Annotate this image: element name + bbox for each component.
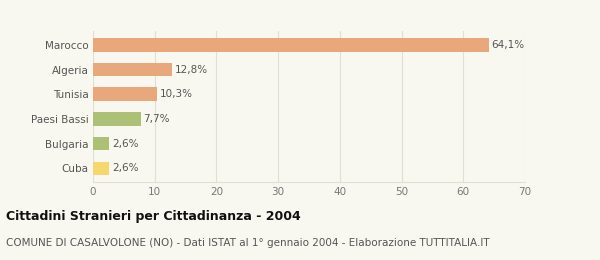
Bar xyxy=(93,112,140,126)
Bar xyxy=(93,87,157,101)
Text: 7,7%: 7,7% xyxy=(143,114,170,124)
Text: 2,6%: 2,6% xyxy=(112,139,139,149)
Text: 64,1%: 64,1% xyxy=(491,40,525,50)
Text: COMUNE DI CASALVOLONE (NO) - Dati ISTAT al 1° gennaio 2004 - Elaborazione TUTTIT: COMUNE DI CASALVOLONE (NO) - Dati ISTAT … xyxy=(6,238,490,248)
Text: 2,6%: 2,6% xyxy=(112,163,139,173)
Bar xyxy=(93,161,109,175)
Bar xyxy=(93,63,172,76)
Bar xyxy=(93,137,109,151)
Text: 12,8%: 12,8% xyxy=(175,64,208,75)
Text: 10,3%: 10,3% xyxy=(160,89,193,99)
Bar xyxy=(93,38,488,52)
Text: Cittadini Stranieri per Cittadinanza - 2004: Cittadini Stranieri per Cittadinanza - 2… xyxy=(6,210,301,223)
